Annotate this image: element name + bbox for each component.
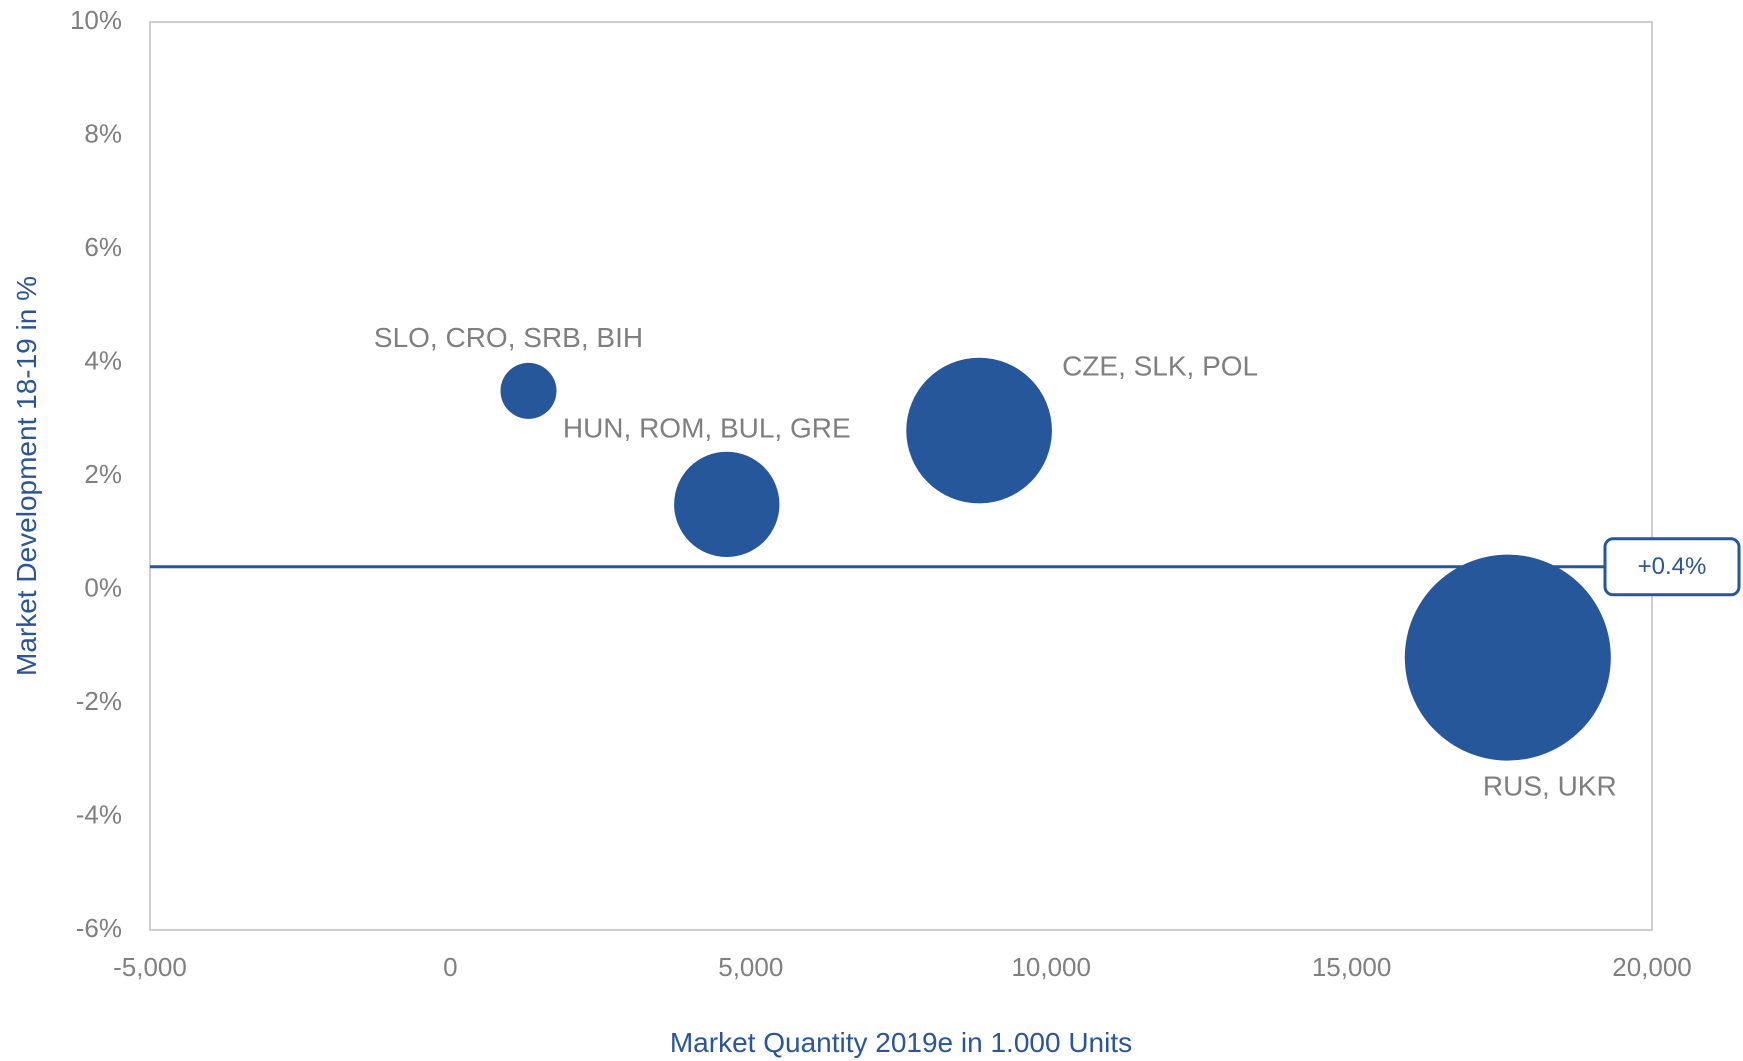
x-tick-label: -5,000 xyxy=(113,952,187,982)
y-tick-label: 6% xyxy=(84,232,122,262)
y-tick-label: 0% xyxy=(84,572,122,602)
bubble-label: HUN, ROM, BUL, GRE xyxy=(563,412,851,443)
bubble-series xyxy=(500,357,1611,761)
bubble-label: RUS, UKR xyxy=(1483,771,1617,802)
bubble-point xyxy=(674,451,780,558)
reference-label-box: +0.4% xyxy=(1603,537,1741,597)
y-tick-label: 2% xyxy=(84,459,122,489)
bubble-label: SLO, CRO, SRB, BIH xyxy=(374,322,643,353)
x-tick-label: 15,000 xyxy=(1312,952,1392,982)
y-tick-label: 10% xyxy=(70,5,122,35)
reference-label: +0.4% xyxy=(1638,553,1707,580)
x-tick-label: 0 xyxy=(443,952,457,982)
x-axis-title: Market Quantity 2019e in 1.000 Units xyxy=(670,1027,1132,1058)
y-tick-label: 4% xyxy=(84,345,122,375)
plot-area xyxy=(149,21,1653,931)
reference-label-frame xyxy=(1603,537,1741,597)
y-tick-label: -4% xyxy=(76,799,122,829)
bubble-label: CZE, SLK, POL xyxy=(1062,351,1258,382)
bubble-point xyxy=(906,357,1052,504)
y-tick-label: 8% xyxy=(84,118,122,148)
x-tick-label: 10,000 xyxy=(1011,952,1091,982)
x-tick-label: 20,000 xyxy=(1612,952,1692,982)
x-tick-label: 5,000 xyxy=(718,952,783,982)
x-axis-ticks: -5,000 0 5,000 10,000 15,000 20,000 xyxy=(113,952,1692,982)
y-tick-label: -2% xyxy=(76,686,122,716)
y-tick-label: -6% xyxy=(76,913,122,943)
bubble-point xyxy=(1404,554,1611,761)
bubble-labels: SLO, CRO, SRB, BIH HUN, ROM, BUL, GRE CZE,… xyxy=(374,322,1617,802)
y-axis-ticks: -6% -4% -2% 0% 2% 4% 6% 8% 10% xyxy=(70,5,122,943)
y-axis-title: Market Development 18-19 in % xyxy=(11,276,42,676)
bubble-point xyxy=(500,362,557,419)
